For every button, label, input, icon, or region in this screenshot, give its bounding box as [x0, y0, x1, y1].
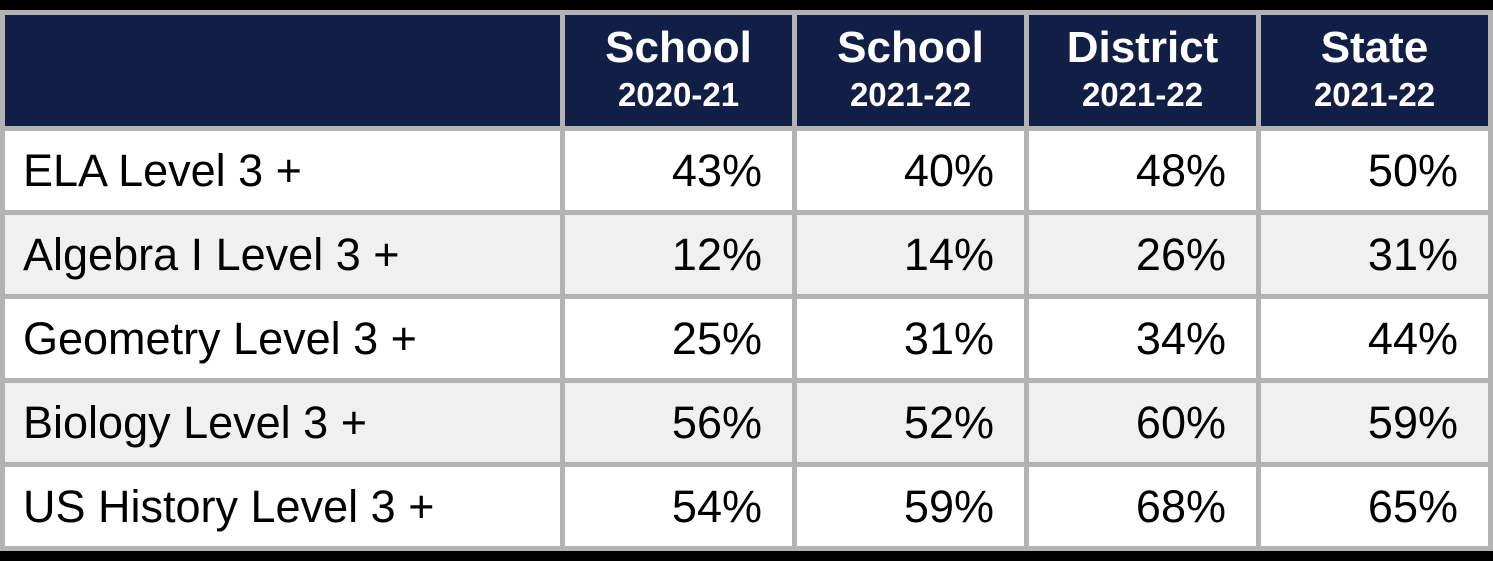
- row-label: US History Level 3 +: [0, 462, 565, 551]
- table-row-biology: Biology Level 3 + 56% 52% 60% 59%: [0, 378, 1493, 467]
- cell-value: 40%: [792, 126, 1029, 215]
- header-row: School 2020-21 School 2021-22 District 2…: [0, 10, 1493, 131]
- cell-value: 54%: [560, 462, 797, 551]
- row-label: Algebra I Level 3 +: [0, 210, 565, 299]
- table-row-us-history: US History Level 3 + 54% 59% 68% 65%: [0, 462, 1493, 551]
- table-row-ela: ELA Level 3 + 43% 40% 48% 50%: [0, 126, 1493, 215]
- cell-value: 60%: [1024, 378, 1261, 467]
- assessment-proficiency-table: School 2020-21 School 2021-22 District 2…: [0, 10, 1493, 551]
- column-title: State: [1320, 23, 1429, 73]
- cell-value: 56%: [560, 378, 797, 467]
- header-empty-cell: [0, 10, 565, 131]
- cell-value: 59%: [792, 462, 1029, 551]
- table-row-algebra: Algebra I Level 3 + 12% 14% 26% 31%: [0, 210, 1493, 299]
- column-title: District: [1066, 23, 1219, 73]
- row-label: Biology Level 3 +: [0, 378, 565, 467]
- column-title: School: [605, 23, 752, 73]
- table-row-geometry: Geometry Level 3 + 25% 31% 34% 44%: [0, 294, 1493, 383]
- cell-value: 14%: [792, 210, 1029, 299]
- cell-value: 59%: [1256, 378, 1493, 467]
- cell-value: 52%: [792, 378, 1029, 467]
- cell-value: 68%: [1024, 462, 1261, 551]
- cell-value: 65%: [1256, 462, 1493, 551]
- cell-value: 50%: [1256, 126, 1493, 215]
- cell-value: 31%: [792, 294, 1029, 383]
- column-subtitle: 2021-22: [849, 76, 972, 114]
- header-cell-school-2020-21: School 2020-21: [560, 10, 797, 131]
- row-label: ELA Level 3 +: [0, 126, 565, 215]
- header-cell-state-2021-22: State 2021-22: [1256, 10, 1493, 131]
- cell-value: 48%: [1024, 126, 1261, 215]
- column-subtitle: 2021-22: [1313, 76, 1436, 114]
- column-subtitle: 2020-21: [617, 76, 740, 114]
- cell-value: 34%: [1024, 294, 1261, 383]
- cell-value: 31%: [1256, 210, 1493, 299]
- header-cell-district-2021-22: District 2021-22: [1024, 10, 1261, 131]
- header-cell-school-2021-22: School 2021-22: [792, 10, 1029, 131]
- column-title: School: [837, 23, 984, 73]
- cell-value: 12%: [560, 210, 797, 299]
- cell-value: 26%: [1024, 210, 1261, 299]
- cell-value: 25%: [560, 294, 797, 383]
- row-label: Geometry Level 3 +: [0, 294, 565, 383]
- cell-value: 43%: [560, 126, 797, 215]
- column-subtitle: 2021-22: [1081, 76, 1204, 114]
- cell-value: 44%: [1256, 294, 1493, 383]
